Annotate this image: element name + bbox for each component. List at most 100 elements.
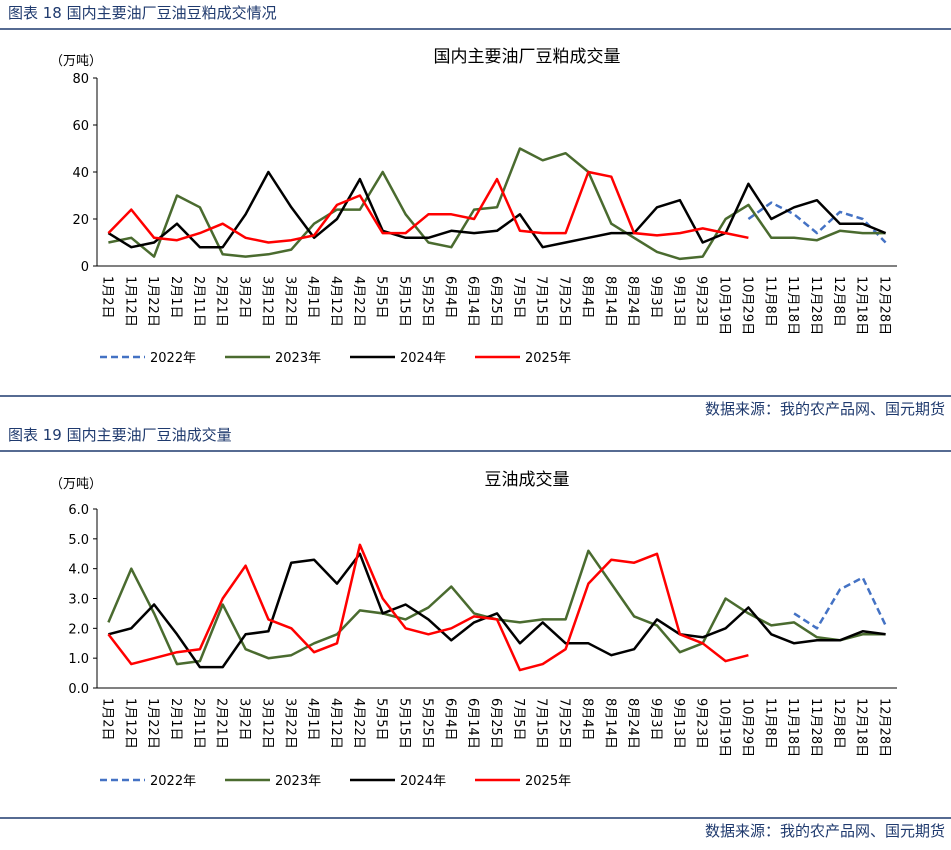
x-tick-label: 8月4日 xyxy=(579,276,594,319)
legend-label: 2023年 xyxy=(275,774,321,789)
x-tick-label: 11月28日 xyxy=(808,698,823,757)
legend-label: 2025年 xyxy=(525,774,571,789)
legend-label: 2024年 xyxy=(400,351,446,366)
x-tick-label: 4月1日 xyxy=(305,698,320,741)
x-tick-label: 4月12日 xyxy=(328,276,343,327)
x-tick-label: 2月1日 xyxy=(168,698,183,741)
y-tick-label: 0 xyxy=(81,260,89,275)
figure-caption: 图表 18 国内主要油厂豆油豆粕成交情况 xyxy=(8,4,277,22)
x-tick-label: 3月12日 xyxy=(259,698,274,749)
x-tick-label: 2月1日 xyxy=(168,276,183,319)
series-line xyxy=(108,552,886,669)
x-tick-label: 2月11日 xyxy=(191,698,206,749)
y-tick-label: 5.0 xyxy=(68,533,89,548)
x-tick-label: 12月8日 xyxy=(831,276,846,327)
x-tick-label: 1月2日 xyxy=(99,698,114,741)
x-tick-label: 4月12日 xyxy=(328,698,343,749)
source: 数据来源：我的农产品网、国元期货 xyxy=(705,822,945,840)
x-tick-label: 12月28日 xyxy=(877,698,892,757)
legend-label: 2025年 xyxy=(525,351,571,366)
figure-caption: 图表 19 国内主要油厂豆油成交量 xyxy=(8,426,232,444)
y-tick-label: 6.0 xyxy=(68,503,89,518)
series-line xyxy=(747,201,887,244)
x-tick-label: 11月18日 xyxy=(785,698,800,757)
series-line xyxy=(107,549,886,666)
x-tick-label: 3月22日 xyxy=(282,698,297,749)
y-tick-label: 20 xyxy=(72,213,89,228)
legend-label: 2022年 xyxy=(150,351,196,366)
series-line xyxy=(107,170,887,249)
x-tick-label: 6月4日 xyxy=(442,698,457,741)
x-tick-label: 6月14日 xyxy=(465,698,480,749)
y-tick-label: 40 xyxy=(72,166,89,181)
x-tick-label: 2月21日 xyxy=(214,698,229,749)
x-tick-label: 8月24日 xyxy=(625,276,640,327)
unit-label: （万吨） xyxy=(50,477,102,492)
x-tick-label: 8月14日 xyxy=(602,698,617,749)
x-tick-label: 5月15日 xyxy=(397,698,412,749)
x-tick-label: 4月22日 xyxy=(351,698,366,749)
x-tick-label: 5月15日 xyxy=(397,276,412,327)
source: 数据来源：我的农产品网、国元期货 xyxy=(705,400,945,418)
y-tick-label: 2.0 xyxy=(68,622,89,637)
x-tick-label: 12月28日 xyxy=(877,276,892,335)
y-tick-label: 0.0 xyxy=(68,682,89,697)
y-tick-label: 4.0 xyxy=(68,563,89,578)
x-tick-label: 3月12日 xyxy=(259,276,274,327)
x-tick-label: 1月22日 xyxy=(145,276,160,327)
x-tick-label: 1月2日 xyxy=(99,276,114,319)
unit-label: （万吨） xyxy=(50,54,102,69)
x-tick-label: 8月14日 xyxy=(602,276,617,327)
x-tick-label: 10月29日 xyxy=(739,276,754,335)
x-tick-label: 9月13日 xyxy=(671,276,686,327)
chart-title: 豆油成交量 xyxy=(485,470,570,490)
y-tick-label: 1.0 xyxy=(68,652,89,667)
x-tick-label: 9月13日 xyxy=(671,698,686,749)
x-tick-label: 3月2日 xyxy=(237,276,252,319)
x-tick-label: 1月22日 xyxy=(145,698,160,749)
x-tick-label: 9月3日 xyxy=(648,276,663,319)
x-tick-label: 6月4日 xyxy=(442,276,457,319)
series-line xyxy=(107,543,749,672)
x-tick-label: 7月15日 xyxy=(534,276,549,327)
x-tick-label: 10月19日 xyxy=(717,698,732,757)
x-tick-label: 7月25日 xyxy=(557,698,572,749)
y-tick-label: 3.0 xyxy=(68,593,89,608)
x-tick-label: 9月23日 xyxy=(694,698,709,749)
x-tick-label: 1月12日 xyxy=(122,276,137,327)
x-tick-label: 7月15日 xyxy=(534,698,549,749)
x-tick-label: 7月5日 xyxy=(511,276,526,319)
x-tick-label: 6月25日 xyxy=(488,276,503,327)
series-line xyxy=(107,170,749,244)
x-tick-label: 7月5日 xyxy=(511,698,526,741)
x-tick-label: 3月2日 xyxy=(237,698,252,741)
x-tick-label: 3月22日 xyxy=(282,276,297,327)
x-tick-label: 12月8日 xyxy=(831,698,846,749)
x-tick-label: 5月25日 xyxy=(419,276,434,327)
x-tick-label: 10月29日 xyxy=(739,698,754,757)
legend-label: 2023年 xyxy=(275,351,321,366)
x-tick-label: 11月28日 xyxy=(808,276,823,335)
x-tick-label: 5月25日 xyxy=(419,698,434,749)
x-tick-label: 5月5日 xyxy=(374,698,389,741)
legend-label: 2024年 xyxy=(400,774,446,789)
x-tick-label: 12月18日 xyxy=(854,698,869,757)
y-tick-label: 60 xyxy=(72,119,89,134)
x-tick-label: 11月8日 xyxy=(762,698,777,749)
y-tick-label: 80 xyxy=(72,72,89,87)
x-tick-label: 2月11日 xyxy=(191,276,206,327)
x-tick-label: 9月3日 xyxy=(648,698,663,741)
x-tick-label: 6月25日 xyxy=(488,698,503,749)
legend-label: 2022年 xyxy=(150,774,196,789)
x-tick-label: 11月18日 xyxy=(785,276,800,335)
x-tick-label: 5月5日 xyxy=(374,276,389,319)
x-tick-label: 11月8日 xyxy=(762,276,777,327)
chart-title: 国内主要油厂豆粕成交量 xyxy=(434,47,621,67)
x-tick-label: 8月24日 xyxy=(625,698,640,749)
x-tick-label: 8月4日 xyxy=(579,698,594,741)
x-tick-label: 4月1日 xyxy=(305,276,320,319)
x-tick-label: 1月12日 xyxy=(122,698,137,749)
series-line xyxy=(108,147,886,261)
